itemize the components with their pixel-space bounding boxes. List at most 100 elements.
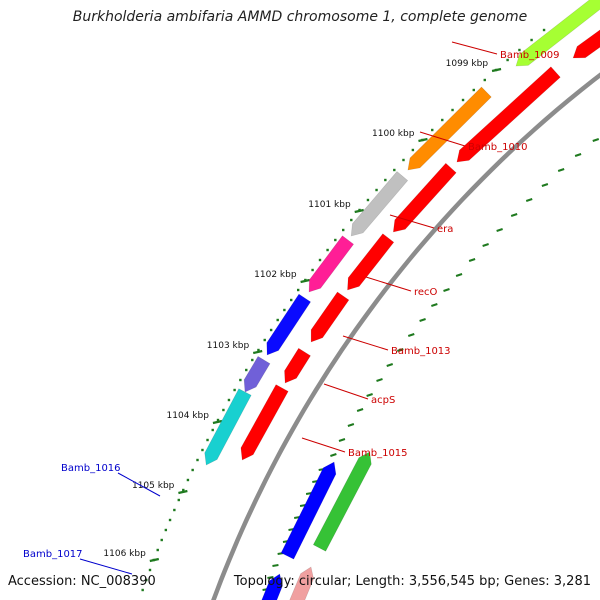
tick-dot-inner <box>407 333 415 337</box>
tick-dot <box>164 528 168 532</box>
gene-label-acps[interactable]: acpS <box>371 395 395 406</box>
tick-dot-inner <box>525 198 533 202</box>
tick-dot-inner <box>468 258 476 262</box>
tick-dot-inner <box>455 273 463 277</box>
tick-dot <box>222 408 225 412</box>
major-tick <box>212 419 223 425</box>
cds-arrow[interactable] <box>310 291 350 343</box>
cds-arrow[interactable] <box>240 384 289 461</box>
tick-dot <box>290 298 293 302</box>
tick-dot <box>177 498 180 502</box>
tick-dot <box>160 538 163 542</box>
tick-dot-inner <box>496 228 503 232</box>
tick-dot <box>211 428 214 432</box>
gene-arrow-bamb-1013[interactable] <box>266 293 312 356</box>
cds-arrow[interactable] <box>284 347 311 384</box>
major-tick <box>491 67 502 73</box>
gene-label-leader <box>365 276 412 292</box>
tick-dot <box>542 28 546 32</box>
tick-dot <box>245 368 248 372</box>
tick-dot <box>283 308 286 312</box>
tick-label: 1104 kbp <box>167 411 210 421</box>
tick-dot <box>461 98 465 102</box>
gene-label-leader <box>419 131 466 147</box>
tick-dot-inner <box>574 153 582 157</box>
gene-arrow-bamb-1017-blue[interactable] <box>259 573 283 600</box>
tick-dot <box>451 108 454 112</box>
tick-dot <box>141 588 144 592</box>
gene-arrow-bamb-1010[interactable] <box>407 86 492 171</box>
gene-label-leader <box>451 41 498 55</box>
map-title: Burkholderia ambifaria AMMD chromosome 1… <box>72 9 528 25</box>
gene-label-leader <box>79 558 133 575</box>
gene-label-leader <box>342 335 389 351</box>
tick-dot <box>411 148 415 152</box>
tick-dot <box>156 548 159 552</box>
gene-label-era[interactable]: era <box>437 224 453 235</box>
tick-dot-inner <box>541 183 549 187</box>
tick-dot <box>375 188 378 192</box>
topology-summary: Topology: circular; Length: 3,556,545 bp… <box>233 574 591 589</box>
tick-dot <box>384 178 387 182</box>
tick-dot <box>233 388 236 392</box>
tick-dot <box>441 118 444 122</box>
tick-dot <box>186 478 190 482</box>
gene-arrow-bamb-1016[interactable] <box>312 451 372 552</box>
gene-label-bamb-1009[interactable]: Bamb_1009 <box>500 50 560 61</box>
tick-dot <box>206 438 209 442</box>
major-tick <box>418 137 428 143</box>
tick-dot <box>201 448 204 452</box>
tick-dot <box>393 168 396 172</box>
tick-label: 1106 kbp <box>103 549 146 559</box>
tick-label: 1100 kbp <box>372 129 415 139</box>
tick-dot-inner <box>347 423 355 427</box>
cds-arrow[interactable] <box>572 0 600 59</box>
tick-dot <box>173 508 176 512</box>
gene-label-bamb-1017[interactable]: Bamb_1017 <box>23 549 83 560</box>
tick-dot <box>251 358 254 362</box>
tick-dot <box>196 458 199 462</box>
tick-dot-inner <box>510 213 518 217</box>
gene-label-leader <box>117 472 161 497</box>
tick-dot <box>350 218 353 222</box>
tick-dot <box>191 468 194 472</box>
tick-dot-inner <box>376 378 383 382</box>
tick-dot <box>263 338 266 342</box>
gene-arrow-acps[interactable] <box>243 355 271 393</box>
gene-label-reco[interactable]: recO <box>414 287 438 298</box>
tick-dot <box>506 58 509 62</box>
cds-arrow[interactable] <box>347 233 395 291</box>
tick-label: 1099 kbp <box>446 59 489 69</box>
gene-arrow-reco[interactable] <box>308 235 355 293</box>
gene-label-bamb-1013[interactable]: Bamb_1013 <box>391 346 451 357</box>
tick-dot <box>239 378 242 382</box>
tick-dot <box>334 238 337 242</box>
major-tick <box>354 208 364 214</box>
cds-arrow[interactable] <box>456 66 561 163</box>
tick-dot-inner <box>366 393 373 397</box>
gene-arrow-bamb-1017[interactable] <box>287 566 314 600</box>
major-tick <box>252 349 263 355</box>
tick-dot-inner <box>330 453 337 457</box>
gene-arrow-era[interactable] <box>350 171 409 237</box>
gene-arrow-bamb-1016-blue[interactable] <box>280 461 337 560</box>
gene-label-leader <box>301 437 346 453</box>
accession-label: Accession: NC_008390 <box>8 574 156 589</box>
tick-dot <box>530 38 533 42</box>
tick-dot <box>276 318 279 322</box>
major-tick <box>300 278 310 284</box>
gene-label-bamb-1015[interactable]: Bamb_1015 <box>348 448 408 459</box>
gene-label-leader <box>389 214 435 229</box>
gene-arrow-bamb-1009[interactable] <box>515 0 600 67</box>
gene-arrow-bamb-1015[interactable] <box>204 388 252 466</box>
tick-dot-inner <box>396 348 404 352</box>
major-tick <box>149 557 160 563</box>
gene-label-bamb-1016[interactable]: Bamb_1016 <box>61 463 121 474</box>
cds-arrow[interactable] <box>392 162 457 233</box>
chromosome-backbone <box>211 72 600 600</box>
gene-label-bamb-1010[interactable]: Bamb_1010 <box>468 142 528 153</box>
tick-dot <box>145 578 148 582</box>
tick-dot <box>182 488 185 492</box>
tick-dot-inner <box>272 564 279 567</box>
